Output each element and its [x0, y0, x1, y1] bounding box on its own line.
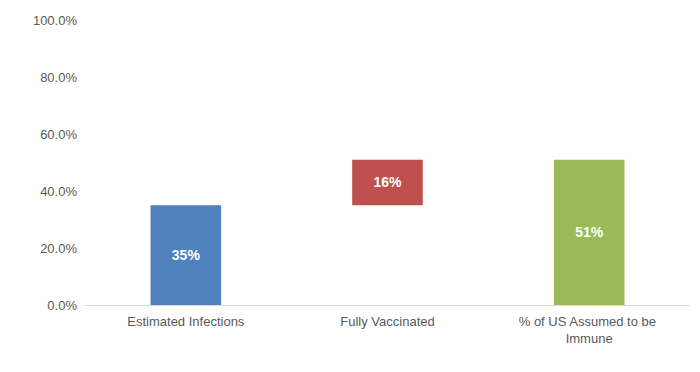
svg-text:51%: 51%: [575, 224, 604, 240]
svg-text:20.0%: 20.0%: [40, 241, 77, 256]
svg-text:16%: 16%: [373, 174, 402, 190]
svg-text:40.0%: 40.0%: [40, 184, 77, 199]
svg-text:0.0%: 0.0%: [47, 298, 77, 313]
svg-text:Fully Vaccinated: Fully Vaccinated: [340, 314, 434, 329]
svg-text:100.0%: 100.0%: [33, 13, 78, 28]
svg-text:Estimated Infections: Estimated Infections: [127, 314, 245, 329]
svg-text:80.0%: 80.0%: [40, 70, 77, 85]
svg-text:% of US Assumed to be: % of US Assumed to be: [519, 314, 660, 329]
svg-text:35%: 35%: [172, 247, 201, 263]
svg-text:60.0%: 60.0%: [40, 127, 77, 142]
svg-text:Immune: Immune: [566, 331, 613, 346]
